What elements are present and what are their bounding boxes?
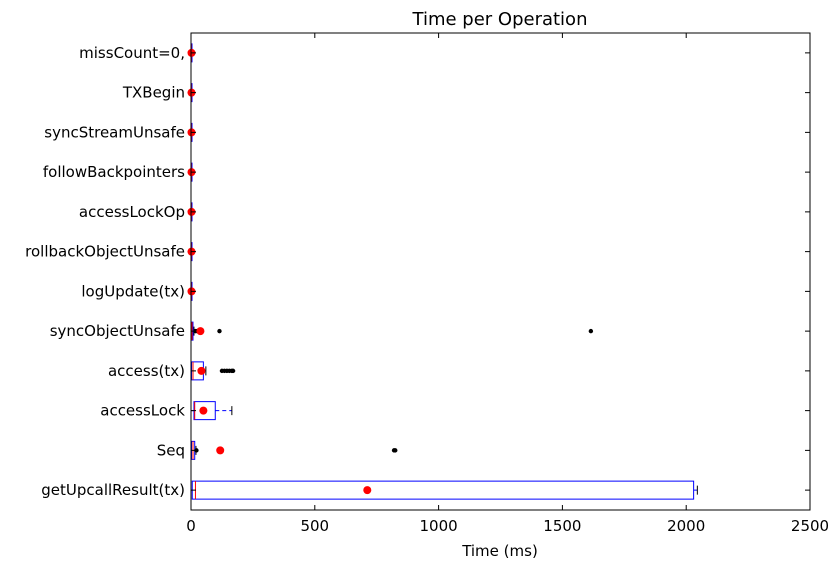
x-tick-label: 2000 (667, 517, 705, 535)
y-tick-label: syncStreamUnsafe (44, 123, 185, 141)
y-tick-label: syncObjectUnsafe (50, 322, 185, 340)
mean-point (196, 327, 205, 336)
x-tick-label: 0 (186, 517, 196, 535)
plot-area: missCount=0, TXBegin syncStreamUnsafe follo… (25, 32, 829, 535)
x-tick-label: 500 (300, 517, 329, 535)
y-tick-label: missCount=0, (79, 44, 185, 62)
flier-point (194, 448, 199, 453)
y-tick-label: TXBegin (122, 84, 185, 102)
y-tick-label: access(tx) (108, 362, 185, 380)
flier-point (588, 328, 594, 334)
x-tick-label: 1000 (420, 517, 458, 535)
y-tick-label: accessLockOp (79, 203, 185, 221)
mean-point (199, 406, 208, 415)
chart-title: Time per Operation (412, 9, 588, 30)
x-tick-label: 2500 (791, 517, 829, 535)
y-tick-label: rollbackObjectUnsafe (25, 243, 185, 261)
y-tick-label: followBackpointers (43, 163, 185, 181)
mean-point (216, 446, 225, 455)
mean-point (363, 486, 372, 495)
y-tick-label: accessLock (100, 402, 185, 420)
flier-point (217, 328, 222, 334)
mean-point (197, 366, 206, 375)
box (191, 480, 695, 500)
flier-point (230, 368, 236, 374)
x-tick-label: 1500 (543, 517, 581, 535)
y-tick-label: Seq (157, 441, 185, 459)
x-axis-label: Time (ms) (461, 542, 538, 560)
flier-point (393, 448, 398, 453)
y-tick-label: getUpcallResult(tx) (41, 481, 185, 499)
y-tick-label: logUpdate(tx) (81, 282, 185, 300)
plot-frame (190, 32, 811, 511)
